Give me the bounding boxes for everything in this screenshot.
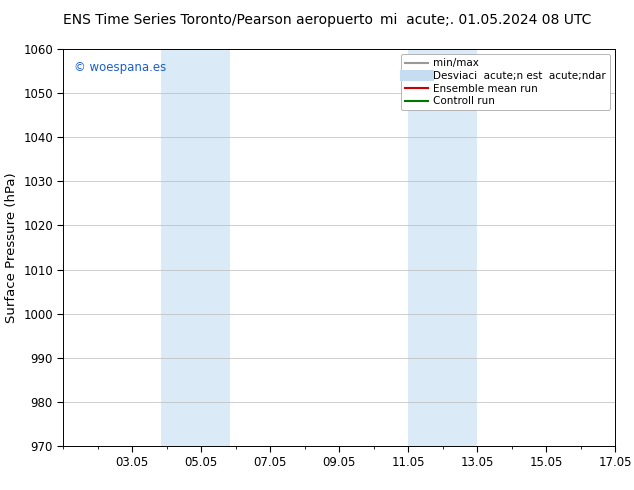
Text: mi  acute;. 01.05.2024 08 UTC: mi acute;. 01.05.2024 08 UTC <box>380 13 592 27</box>
Text: © woespana.es: © woespana.es <box>74 61 167 74</box>
Bar <box>408 49 477 446</box>
Y-axis label: Surface Pressure (hPa): Surface Pressure (hPa) <box>4 172 18 323</box>
Bar <box>161 49 230 446</box>
Text: ENS Time Series Toronto/Pearson aeropuerto: ENS Time Series Toronto/Pearson aeropuer… <box>63 13 373 27</box>
Legend: min/max, Desviaci  acute;n est  acute;ndar, Ensemble mean run, Controll run: min/max, Desviaci acute;n est acute;ndar… <box>401 54 610 110</box>
